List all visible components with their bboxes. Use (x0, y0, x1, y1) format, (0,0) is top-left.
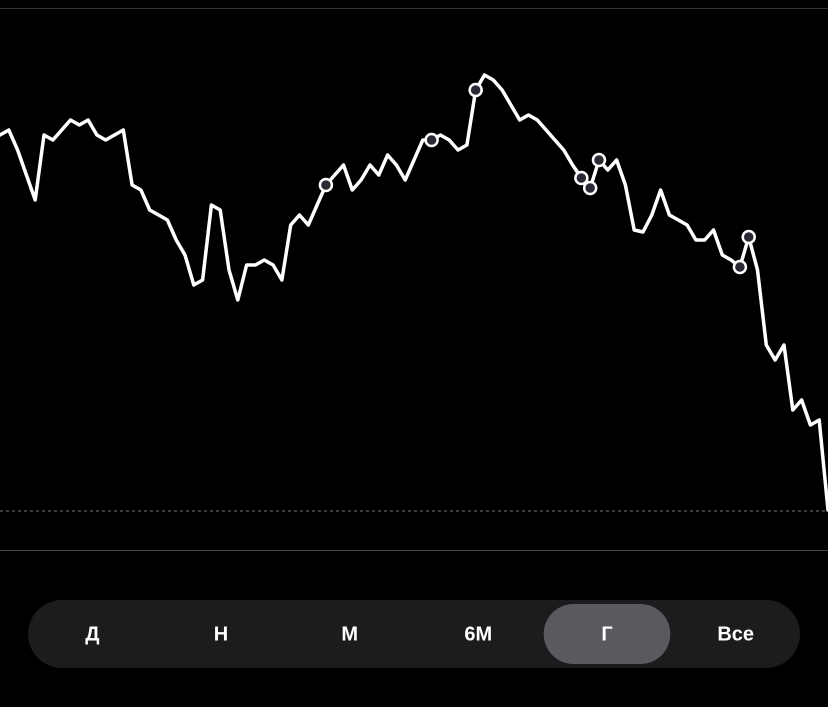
event-marker (424, 132, 439, 148)
event-marker (732, 259, 748, 275)
tab-label[interactable]: Все (717, 623, 754, 645)
event-marker (591, 152, 607, 168)
tab-label[interactable]: Г (601, 623, 612, 645)
tab-label[interactable]: 6М (464, 623, 492, 645)
event-marker (574, 170, 589, 186)
tab-label[interactable]: Н (214, 623, 228, 645)
tab-bar (28, 600, 800, 668)
event-marker (741, 229, 756, 245)
event-marker (318, 177, 334, 193)
tab-label[interactable]: Д (85, 623, 99, 645)
tab-label[interactable]: М (341, 623, 358, 645)
event-marker (582, 180, 598, 196)
selected-tab-bg (543, 604, 671, 664)
event-marker (468, 82, 483, 98)
price-line (0, 73, 828, 512)
